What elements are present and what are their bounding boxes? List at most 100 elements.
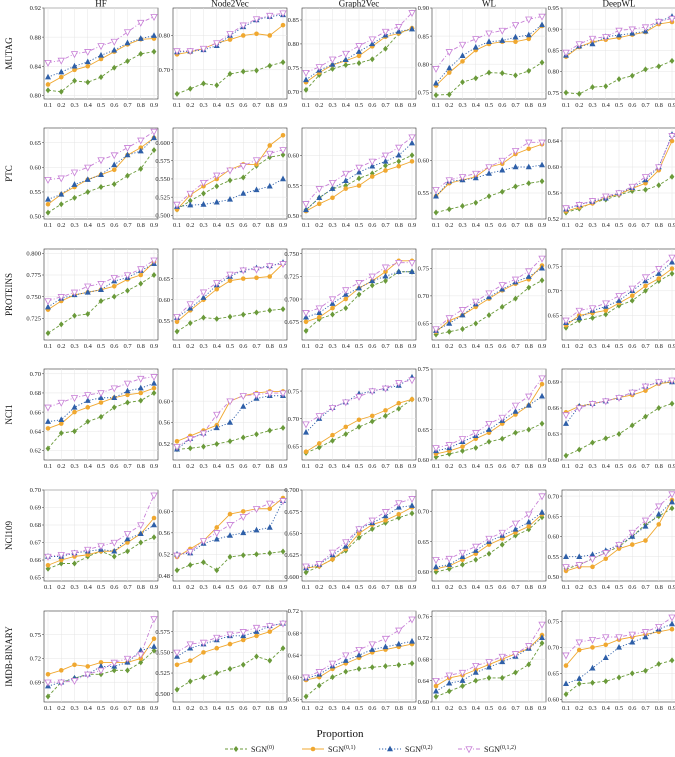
- series-3-point: [525, 393, 533, 401]
- series-2-point: [369, 162, 376, 169]
- y-tick-label: 0.575: [155, 158, 170, 165]
- series-2-point: [539, 509, 545, 515]
- series-1-point: [45, 201, 51, 207]
- x-tick-label: 0.6: [368, 584, 377, 591]
- x-tick-label: 0.9: [150, 705, 158, 712]
- x-tick-label: 0.5: [485, 222, 493, 229]
- series-2-point: [187, 201, 194, 208]
- series-0-point: [369, 170, 375, 177]
- series-1-point: [58, 557, 64, 563]
- x-tick-label: 0.3: [458, 584, 466, 591]
- series-2-point: [240, 190, 247, 196]
- series-0-point: [187, 445, 193, 452]
- series-2-point: [512, 408, 519, 414]
- y-tick-label: 0.525: [155, 194, 170, 201]
- y-tick-label: 0.63: [548, 431, 559, 438]
- x-tick-label: 0.5: [226, 343, 234, 350]
- series-0-point: [460, 682, 465, 689]
- series-2-point: [151, 134, 157, 141]
- series-0-point: [446, 91, 452, 98]
- x-tick-label: 0.4: [472, 102, 481, 109]
- series-1-point: [343, 424, 349, 430]
- series-0-point: [473, 320, 479, 327]
- series-3-point: [538, 13, 546, 21]
- series-3-point: [84, 546, 92, 554]
- y-tick-label: 0.65: [30, 575, 41, 582]
- x-tick-label: 0.3: [70, 102, 78, 109]
- series-2-point: [137, 35, 144, 41]
- x-tick-label: 0.6: [628, 222, 637, 229]
- row-title-nci109: NCI109: [4, 521, 14, 550]
- panel-nci109-node2vec: 0.48 0.52 0.56 0.60 0.1 0.2 0.3 0.4 0.5 0.6 0.7 0.8…: [159, 489, 288, 591]
- series-1-point: [330, 557, 335, 562]
- x-tick-label: 0.3: [328, 705, 336, 712]
- series-1-point: [45, 82, 51, 87]
- x-tick-label: 0.4: [342, 222, 351, 229]
- series-3-point: [615, 634, 623, 642]
- y-tick-label: 0.60: [159, 297, 170, 304]
- series-1-point: [45, 672, 51, 677]
- series-0-point: [227, 177, 233, 184]
- x-tick-label: 0.7: [641, 463, 650, 470]
- y-tick-label: 0.55: [288, 183, 299, 190]
- series-0-point: [72, 428, 77, 435]
- series-3-point: [668, 491, 675, 499]
- series-3-point: [381, 28, 390, 36]
- series-3-point: [70, 677, 79, 685]
- series-2-point: [45, 73, 51, 80]
- series-1-point: [316, 314, 322, 320]
- series-line-2: [47, 263, 155, 308]
- series-3-point: [485, 30, 493, 38]
- series-0-point: [267, 307, 273, 314]
- x-tick-label: 0.7: [252, 222, 261, 229]
- series-0-point: [499, 541, 505, 548]
- series-3-point: [57, 294, 65, 301]
- series-0-point: [539, 277, 545, 284]
- series-0-point: [369, 282, 375, 289]
- series-2-point: [539, 161, 545, 168]
- x-tick-label: 0.3: [199, 705, 207, 712]
- series-1-point: [125, 540, 130, 545]
- series-line-2: [435, 267, 543, 332]
- series-1-point: [539, 381, 545, 387]
- series-2-point: [409, 25, 415, 32]
- series-2-point: [329, 61, 336, 67]
- series-1-point: [526, 524, 532, 529]
- series-3-point: [472, 543, 480, 551]
- series-3-point: [408, 10, 416, 18]
- series-0-point: [151, 272, 157, 278]
- series-2-point: [499, 166, 506, 173]
- series-3-point: [342, 287, 350, 295]
- series-1-point: [526, 36, 532, 42]
- x-tick-label: 0.2: [57, 222, 65, 229]
- y-tick-label: 0.75: [418, 266, 429, 273]
- series-0-point: [330, 674, 335, 681]
- series-1-point: [460, 59, 465, 64]
- series-1-point: [187, 658, 193, 663]
- x-tick-label: 0.3: [458, 343, 466, 350]
- x-tick-label: 0.9: [279, 343, 287, 350]
- series-3-point: [266, 12, 274, 20]
- x-tick-label: 0.5: [615, 102, 623, 109]
- series-3-point: [266, 500, 274, 508]
- series-line-0: [435, 62, 543, 96]
- y-tick-label: 0.70: [548, 645, 559, 652]
- series-2-point: [137, 530, 144, 536]
- series-0-point: [343, 182, 349, 189]
- x-tick-label: 0.6: [239, 102, 248, 109]
- series-3-point: [57, 679, 65, 687]
- series-0-point: [643, 287, 648, 294]
- series-3-point: [173, 314, 181, 321]
- series-3-point: [562, 652, 570, 660]
- series-0-point: [526, 426, 532, 433]
- panel-imdb-binary-deepwl: 0.60 0.65 0.70 0.75 0.1 0.2 0.3 0.4 0.5 0.6 0.7 0.8…: [548, 610, 675, 712]
- series-2-point: [213, 535, 220, 542]
- series-3-point: [213, 40, 221, 48]
- series-3-point: [575, 307, 583, 315]
- series-0-point: [396, 405, 402, 412]
- panel-proteins-wl: 0.65 0.70 0.75 0.1 0.2 0.3 0.4 0.5 0.6 0.7 0.8 0.9: [418, 248, 547, 350]
- x-tick-label: 0.1: [173, 463, 181, 470]
- series-2-point: [409, 637, 415, 644]
- panel-mutag-hf: 0.80 0.84 0.88 0.92 0.1 0.2 0.3 0.4 0.5 0.6 0.7 0.8…: [30, 5, 159, 109]
- series-0-point: [343, 305, 349, 312]
